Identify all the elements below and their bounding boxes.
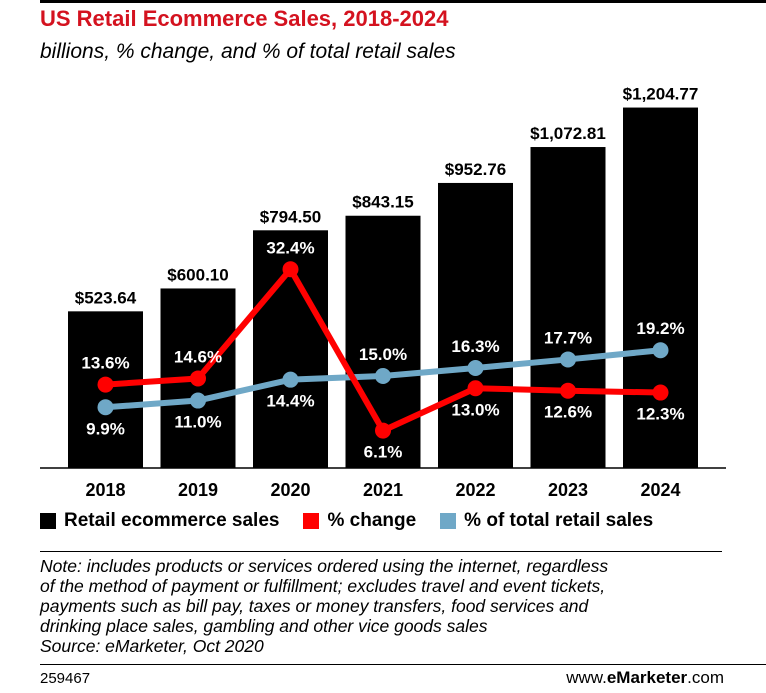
chart-note: Note: includes products or services orde…: [40, 556, 740, 656]
percent-total-point: [190, 392, 206, 409]
bar-value-label: $794.50: [260, 207, 321, 226]
x-tick-label: 2022: [455, 480, 495, 500]
note-line: Note: includes products or services orde…: [40, 556, 609, 576]
note-line: of the method of payment or fulfillment;…: [40, 576, 606, 596]
legend-label: Retail ecommerce sales: [64, 510, 280, 531]
legend-swatch-black: [40, 513, 56, 529]
bar-value-label: $952.76: [445, 160, 506, 179]
x-tick-label: 2018: [85, 480, 125, 500]
percent-change-label: 32.4%: [266, 238, 314, 257]
percent-total-label: 11.0%: [174, 413, 221, 432]
percent-total-label: 15.0%: [359, 345, 407, 364]
percent-change-label: 13.6%: [81, 354, 129, 373]
bar-value-label: $600.10: [167, 265, 228, 284]
legend-item-ecommerce-sales: Retail ecommerce sales: [40, 510, 279, 532]
bar-value-label: $1,204.77: [623, 85, 699, 104]
legend-item-percent-change: % change: [303, 510, 416, 532]
percent-change-point: [190, 370, 206, 387]
chart-title: US Retail Ecommerce Sales, 2018-2024: [40, 6, 449, 31]
x-tick-label: 2024: [640, 480, 680, 500]
percent-total-point: [97, 399, 114, 416]
chart-area: $523.64 $600.10 $794.50 $843.15 $952.76 $1,07…: [40, 85, 726, 500]
note-line: drinking place sales, gambling and other…: [40, 616, 488, 636]
chart-subtitle: billions, % change, and % of total retai…: [40, 40, 456, 63]
percent-total-label: 9.9%: [86, 419, 125, 438]
percent-change-point: [375, 422, 391, 439]
percent-change-point: [652, 384, 669, 401]
percent-change-point: [467, 380, 484, 397]
percent-total-point: [652, 342, 669, 359]
chart-legend: Retail ecommerce sales % change % of tot…: [40, 510, 677, 532]
percent-total-label: 19.2%: [636, 319, 684, 338]
note-line: payments such as bill pay, taxes or mone…: [40, 596, 589, 616]
percent-total-point: [560, 351, 576, 368]
percent-change-point: [282, 261, 299, 278]
bar-value-label: $1,072.81: [530, 124, 606, 143]
percent-total-point: [375, 368, 391, 384]
percent-change-label: 6.1%: [364, 443, 403, 462]
x-tick-label: 2023: [548, 480, 588, 500]
brand-prefix: www.: [566, 668, 607, 687]
percent-change-point: [560, 382, 576, 399]
bar: [530, 147, 606, 468]
percent-change-label: 14.6%: [174, 347, 222, 366]
percent-change-point: [97, 376, 114, 393]
percent-total-label: 16.3%: [451, 337, 499, 356]
bar-value-label: $523.64: [75, 288, 137, 307]
note-source: Source: eMarketer, Oct 2020: [40, 636, 264, 656]
percent-total-label: 14.4%: [266, 392, 314, 411]
bar: [438, 182, 513, 468]
x-tick-label: 2019: [178, 480, 218, 500]
legend-swatch-red: [303, 513, 320, 529]
legend-item-percent-total: % of total retail sales: [440, 510, 653, 532]
top-rule: [40, 0, 766, 3]
brand-name: eMarketer: [606, 668, 688, 687]
percent-total-point: [282, 371, 299, 388]
bar-value-label: $843.15: [352, 193, 413, 212]
brand-link[interactable]: www.eMarketer.com: [566, 668, 724, 688]
footer-divider: [40, 664, 766, 665]
percent-change-label: 12.3%: [636, 405, 684, 424]
bar: [623, 107, 698, 468]
note-divider: [40, 551, 722, 552]
legend-swatch-blue: [440, 513, 457, 529]
brand-suffix: .com: [687, 668, 724, 687]
percent-change-label: 13.0%: [451, 400, 499, 419]
percent-total-point: [467, 360, 484, 377]
legend-label: % of total retail sales: [464, 510, 654, 531]
chart-id: 259467: [40, 670, 91, 687]
legend-label: % change: [327, 510, 417, 531]
percent-change-label: 12.6%: [544, 403, 592, 422]
x-tick-label: 2020: [270, 480, 310, 500]
x-tick-label: 2021: [363, 480, 403, 500]
percent-total-label: 17.7%: [544, 328, 592, 347]
